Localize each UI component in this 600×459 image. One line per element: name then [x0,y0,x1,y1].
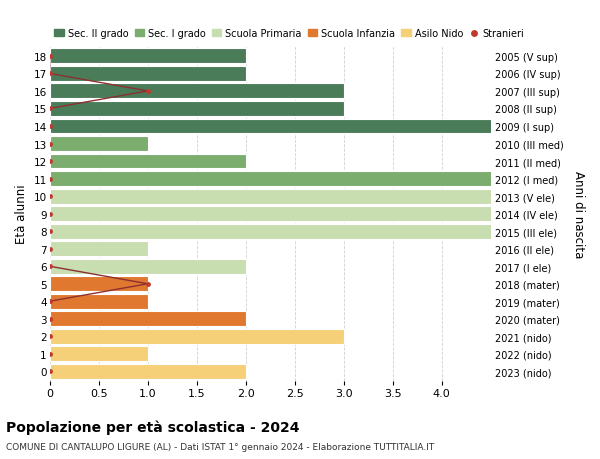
Bar [50,154,245,169]
Bar [50,207,540,222]
Y-axis label: Anni di nascita: Anni di nascita [572,171,585,258]
Bar [50,102,344,117]
Bar [50,137,148,151]
Bar [50,67,245,82]
Bar [50,294,148,309]
Bar [50,364,245,379]
Bar [50,347,148,362]
Bar [50,277,148,291]
Bar [50,172,540,187]
Bar [50,84,344,99]
Y-axis label: Età alunni: Età alunni [15,185,28,244]
Bar [50,189,540,204]
Legend: Sec. II grado, Sec. I grado, Scuola Primaria, Scuola Infanzia, Asilo Nido, Stran: Sec. II grado, Sec. I grado, Scuola Prim… [55,29,524,39]
Bar [50,224,540,239]
Bar [50,242,148,257]
Bar [50,312,245,326]
Bar [50,329,344,344]
Bar [50,49,245,64]
Text: Popolazione per età scolastica - 2024: Popolazione per età scolastica - 2024 [6,420,299,435]
Bar [50,119,540,134]
Text: COMUNE DI CANTALUPO LIGURE (AL) - Dati ISTAT 1° gennaio 2024 - Elaborazione TUTT: COMUNE DI CANTALUPO LIGURE (AL) - Dati I… [6,442,434,451]
Bar [50,259,245,274]
